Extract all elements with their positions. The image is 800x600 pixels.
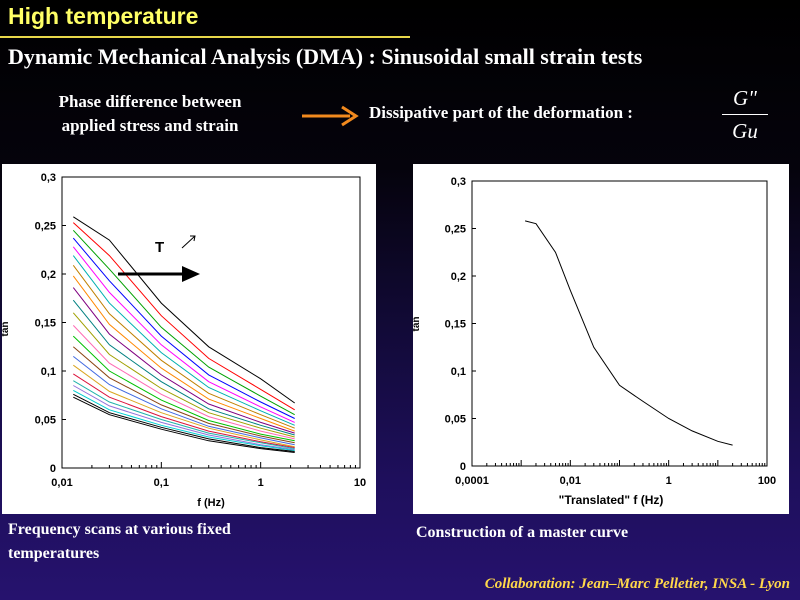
fraction-numerator: G" xyxy=(733,86,757,110)
y-tick-label: 0,25 xyxy=(35,221,56,233)
series-line xyxy=(73,385,295,451)
x-axis-label: f (Hz) xyxy=(197,497,225,509)
x-tick-label: 0,0001 xyxy=(455,475,489,487)
fraction-bar xyxy=(722,114,768,115)
series-line xyxy=(72,275,295,432)
series-line xyxy=(72,229,295,416)
series-line xyxy=(72,265,295,429)
y-tick-label: 0 xyxy=(50,463,56,475)
plot-frame xyxy=(471,180,768,467)
x-tick-label: 10 xyxy=(354,477,366,489)
series-line xyxy=(73,389,295,451)
phase-line-1: Phase difference between xyxy=(58,92,242,111)
series-line xyxy=(73,393,295,452)
y-tick-label: 0,1 xyxy=(41,366,56,378)
x-tick-label: 1 xyxy=(666,475,672,487)
series-line xyxy=(72,335,295,442)
y-tick-label: 0 xyxy=(460,461,466,473)
series-line xyxy=(72,312,295,438)
increasing-arrow-icon xyxy=(118,266,200,282)
x-tick-label: 0,01 xyxy=(560,475,581,487)
y-tick-label: 0,15 xyxy=(445,319,466,331)
series-line xyxy=(72,325,295,440)
left-caption-line-2: temperatures xyxy=(8,545,100,562)
left-caption-line-1: Frequency scans at various fixed xyxy=(8,521,231,538)
x-tick-label: 100 xyxy=(758,475,776,487)
series-line xyxy=(73,364,295,448)
left-chart-panel: 0 0,05 0,1 0,15 0,2 0,25 0,3 0,01 0,1 1 10 tan f … xyxy=(0,164,376,514)
series-line xyxy=(72,356,295,446)
series-line xyxy=(72,222,295,411)
slide-title: High temperature xyxy=(8,3,199,29)
series-line xyxy=(72,246,295,423)
dissipative-text: Dissipative part of the deformation : xyxy=(369,103,633,122)
right-caption: Construction of a master curve xyxy=(416,524,629,541)
frequency-scan-chart: 0 0,05 0,1 0,15 0,2 0,25 0,3 0,01 0,1 1 10 tan f … xyxy=(0,172,366,509)
series-line xyxy=(72,237,295,419)
fraction-formula: G" Gu xyxy=(722,84,768,145)
phase-line-2: applied stress and strain xyxy=(61,116,239,135)
series-line xyxy=(72,287,295,434)
series-line xyxy=(73,216,295,404)
series-line xyxy=(72,255,295,426)
y-tick-label: 0,2 xyxy=(41,269,56,281)
series-line xyxy=(72,346,295,444)
series-line xyxy=(73,373,295,449)
y-axis-label: tan xyxy=(413,317,422,332)
right-chart-panel: 0 0,05 0,1 0,15 0,2 0,25 0,3 0,0001 0,01 1 100 ta… xyxy=(411,164,789,514)
y-tick-label: 0,15 xyxy=(35,318,56,330)
fraction-denominator: Gu xyxy=(732,119,758,143)
y-tick-label: 0,3 xyxy=(41,172,56,184)
series-line xyxy=(524,220,733,446)
y-axis-label: tan xyxy=(2,322,11,337)
x-axis-label: "Translated" f (Hz) xyxy=(559,493,664,507)
phase-difference-text: Phase difference between applied stress … xyxy=(20,90,280,138)
master-curve-chart: 0 0,05 0,1 0,15 0,2 0,25 0,3 0,0001 0,01 1 100 ta… xyxy=(411,176,776,507)
temperature-up-arrow-icon xyxy=(181,235,196,249)
series-line xyxy=(73,380,295,450)
y-tick-label: 0,1 xyxy=(451,366,466,378)
right-arrow-icon xyxy=(302,105,359,127)
slide-subtitle: Dynamic Mechanical Analysis (DMA) : Sinu… xyxy=(8,44,643,69)
series-line xyxy=(72,299,295,436)
y-tick-label: 0,25 xyxy=(445,224,466,236)
temperature-annotation: T xyxy=(155,239,164,256)
x-tick-label: 0,1 xyxy=(154,477,169,489)
y-tick-label: 0,05 xyxy=(35,415,56,427)
series-line xyxy=(73,396,295,453)
x-tick-label: 1 xyxy=(258,477,264,489)
y-tick-label: 0,2 xyxy=(451,271,466,283)
collaboration-credit: Collaboration: Jean–Marc Pelletier, INSA… xyxy=(484,576,790,592)
title-underline xyxy=(0,36,410,38)
left-caption: Frequency scans at various fixed tempera… xyxy=(8,518,231,566)
y-tick-label: 0,3 xyxy=(451,176,466,188)
x-tick-label: 0,01 xyxy=(51,477,72,489)
y-tick-label: 0,05 xyxy=(445,414,466,426)
